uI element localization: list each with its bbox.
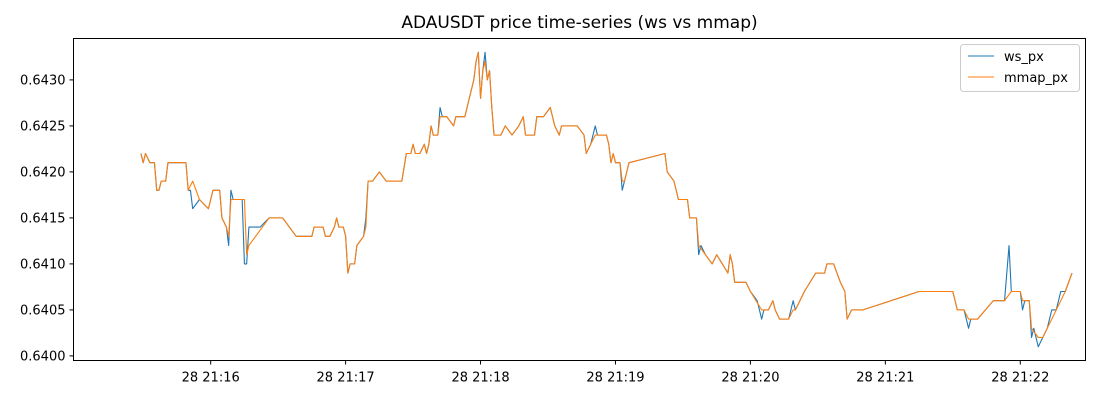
series-line-mmap-px <box>140 51 1073 339</box>
y-tick-label: 0.6410 <box>20 257 66 272</box>
legend-label-mmap-px: mmap_px <box>1004 71 1068 86</box>
x-axis: 28 21:16 28 21:17 28 21:18 28 21:19 28 21:20… <box>182 360 1049 386</box>
x-tick-label: 28 21:17 <box>317 371 375 386</box>
y-tick-label: 0.6430 <box>20 73 66 88</box>
legend-label-ws-px: ws_px <box>1004 50 1044 65</box>
x-tick-label: 28 21:21 <box>856 371 914 386</box>
x-tick-label: 28 21:22 <box>991 371 1049 386</box>
x-tick-label: 28 21:16 <box>182 371 240 386</box>
legend: ws_px mmap_px <box>960 44 1080 92</box>
x-tick-label: 28 21:18 <box>451 371 509 386</box>
series-layer <box>140 51 1073 348</box>
y-tick-label: 0.6425 <box>20 119 66 134</box>
y-tick-label: 0.6400 <box>20 349 66 364</box>
y-tick-label: 0.6405 <box>20 303 66 318</box>
y-axis: 0.6400 0.6405 0.6410 0.6415 0.6420 0.6425 0.64… <box>20 73 74 364</box>
y-tick-label: 0.6420 <box>20 165 66 180</box>
y-tick-label: 0.6415 <box>20 211 66 226</box>
chart-title: ADAUSDT price time-series (ws vs mmap) <box>401 13 757 33</box>
x-tick-label: 28 21:19 <box>586 371 644 386</box>
x-tick-label: 28 21:20 <box>721 371 779 386</box>
plot-frame <box>73 38 1086 361</box>
